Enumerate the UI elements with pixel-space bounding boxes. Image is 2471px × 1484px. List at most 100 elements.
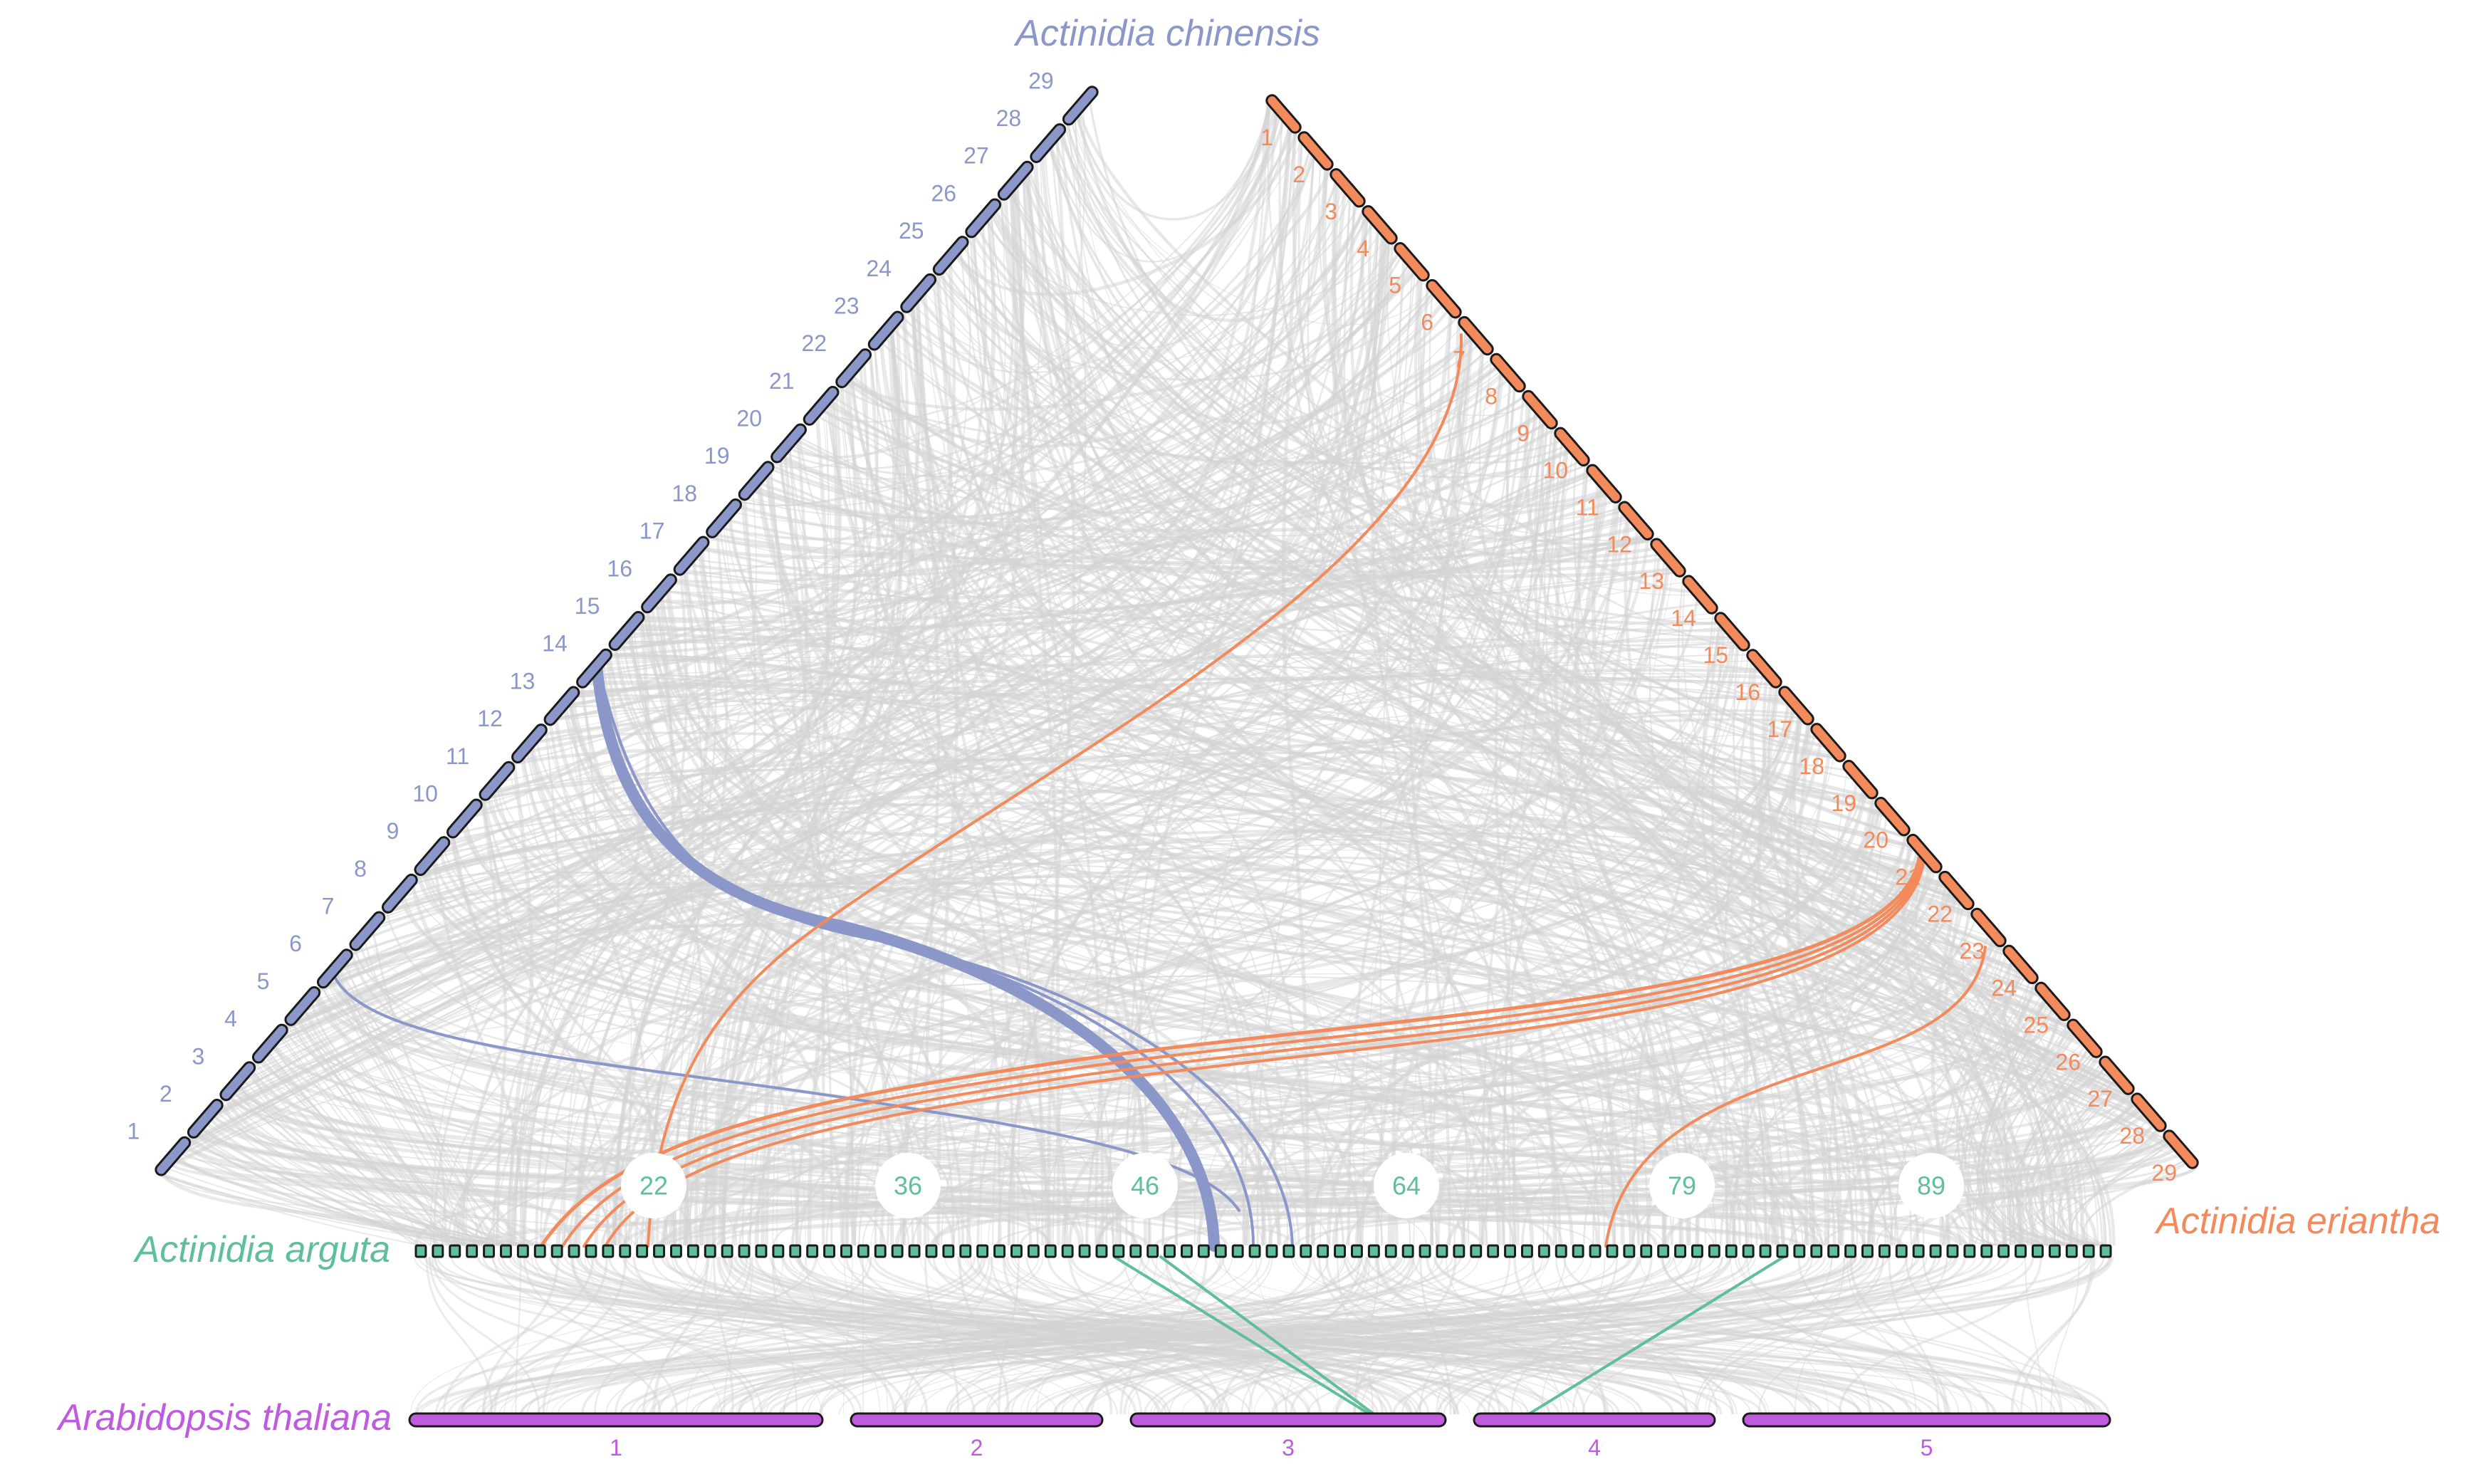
chinensis-chr-label: 23: [834, 293, 860, 319]
chinensis-chr-label: 17: [639, 518, 665, 544]
arguta-chr-segment: [672, 1245, 681, 1257]
arguta-chr-segment: [1335, 1245, 1345, 1257]
arguta-chr-segment: [552, 1245, 562, 1257]
arguta-chr-segment: [586, 1245, 596, 1257]
arguta-chr-segment: [1743, 1245, 1753, 1257]
eriantha-chr-label: 4: [1357, 236, 1369, 261]
arguta-chr-segment: [1352, 1245, 1362, 1257]
arguta-chr-segment: [2016, 1245, 2026, 1257]
arguta-chr-segment: [739, 1245, 749, 1257]
arguta-chr-segment: [1114, 1245, 1124, 1257]
arguta-chr-segment: [1369, 1245, 1379, 1257]
arguta-chr-segment: [1505, 1245, 1515, 1257]
arguta-chr-segment: [2033, 1245, 2043, 1257]
arguta-chr-segment: [1267, 1245, 1277, 1257]
marker-bubble-label: 36: [894, 1171, 922, 1201]
arguta-chr-segment: [1522, 1245, 1532, 1257]
arguta-chr-segment: [1948, 1245, 1958, 1257]
arguta-chr-segment: [1488, 1245, 1498, 1257]
arguta-chr-segment: [1607, 1245, 1617, 1257]
chinensis-chr-label: 21: [769, 368, 795, 394]
chinensis-chr-label: 20: [736, 406, 762, 432]
arguta-chr-segment: [1131, 1245, 1141, 1257]
arguta-chr-segment: [1777, 1245, 1787, 1257]
eriantha-chr-label: 26: [2055, 1049, 2081, 1075]
chinensis-chr-label: 7: [322, 894, 335, 919]
arguta-chr-segment: [944, 1245, 954, 1257]
chinensis-chr-label: 4: [224, 1006, 237, 1032]
eriantha-chr-label: 6: [1421, 310, 1433, 335]
arguta-chr-segment: [909, 1245, 919, 1257]
arguta-chr-segment: [1216, 1245, 1226, 1257]
arguta-chr-segment: [1931, 1245, 1940, 1257]
chinensis-chr-label: 26: [931, 180, 957, 206]
arguta-chr-segment: [1437, 1245, 1447, 1257]
arguta-chr-segment: [978, 1245, 988, 1257]
eriantha-chr-label: 5: [1389, 273, 1401, 298]
eriantha-chr-label: 27: [2087, 1086, 2113, 1112]
eriantha-chr-label: 12: [1607, 531, 1632, 557]
arguta-chr-segment: [1198, 1245, 1208, 1257]
arguta-chr-segment: [1863, 1245, 1873, 1257]
arguta-chr-segment: [1284, 1245, 1294, 1257]
arguta-chr-segment: [961, 1245, 971, 1257]
arguta-chr-segment: [1148, 1245, 1158, 1257]
marker-bubble-label: 79: [1668, 1171, 1696, 1201]
eriantha-chr-label: 3: [1325, 199, 1337, 224]
eriantha-chr-label: 21: [1895, 864, 1921, 890]
arguta-chr-segment: [450, 1245, 460, 1257]
eriantha-chr-label: 28: [2119, 1123, 2145, 1149]
eriantha-chr-label: 17: [1767, 716, 1792, 742]
arguta-chr-segment: [1318, 1245, 1328, 1257]
thaliana-chr-2: [851, 1414, 1102, 1426]
arguta-chr-segment: [1386, 1245, 1396, 1257]
arguta-chr-segment: [1012, 1245, 1022, 1257]
chinensis-chr-label: 9: [387, 818, 399, 844]
chinensis-chr-label: 25: [899, 218, 924, 244]
eriantha-chr-label: 7: [1453, 347, 1466, 372]
arguta-chr-segment: [1641, 1245, 1651, 1257]
arguta-chr-segment: [637, 1245, 647, 1257]
thaliana-chr-label: 1: [610, 1435, 622, 1461]
eriantha-chr-label: 29: [2151, 1160, 2177, 1186]
arguta-chr-segment: [1556, 1245, 1566, 1257]
thaliana-chr-label: 2: [971, 1435, 983, 1461]
arguta-chr-segment: [1829, 1245, 1839, 1257]
arguta-chr-segment: [467, 1245, 477, 1257]
eriantha-chr-label: 2: [1292, 162, 1305, 187]
chinensis-chr-label: 3: [192, 1043, 205, 1069]
chinensis-chr-label: 18: [672, 481, 697, 506]
arguta-chr-segment: [2067, 1245, 2076, 1257]
chinensis-chr-label: 8: [354, 856, 367, 882]
eriantha-chr-label: 23: [1959, 939, 1985, 964]
arguta-chromosomes: [416, 1245, 2111, 1257]
eriantha-chr-label: 14: [1671, 605, 1696, 631]
arguta-chr-segment: [1846, 1245, 1856, 1257]
arguta-chr-segment: [1624, 1245, 1634, 1257]
arguta-chr-segment: [995, 1245, 1005, 1257]
eriantha-chr-label: 18: [1799, 753, 1824, 779]
arguta-chr-segment: [1573, 1245, 1583, 1257]
eriantha-chr-label: 15: [1703, 642, 1728, 668]
chinensis-chr-label: 5: [257, 968, 270, 994]
arguta-chr-segment: [705, 1245, 715, 1257]
species-label-bottom: Arabidopsis thaliana: [56, 1397, 392, 1438]
arguta-chr-segment: [535, 1245, 545, 1257]
arguta-chr-segment: [1999, 1245, 2009, 1257]
chinensis-chr-label: 13: [510, 668, 536, 694]
eriantha-chr-label: 10: [1542, 457, 1568, 483]
chinensis-chr-label: 16: [607, 555, 632, 581]
chinensis-chr-label: 10: [412, 781, 438, 807]
arguta-chr-segment: [1233, 1245, 1243, 1257]
arguta-chr-segment: [1709, 1245, 1719, 1257]
arguta-chr-segment: [842, 1245, 852, 1257]
arguta-chr-segment: [892, 1245, 902, 1257]
arguta-chr-segment: [1403, 1245, 1413, 1257]
arguta-chr-segment: [569, 1245, 579, 1257]
arguta-chr-segment: [722, 1245, 732, 1257]
species-label-right: Actinidia eriantha: [2154, 1201, 2440, 1242]
arguta-chr-segment: [1454, 1245, 1464, 1257]
chinensis-chr-label: 29: [1028, 68, 1054, 93]
chinensis-chr-label: 2: [160, 1081, 172, 1107]
thaliana-chr-label: 5: [1921, 1435, 1933, 1461]
